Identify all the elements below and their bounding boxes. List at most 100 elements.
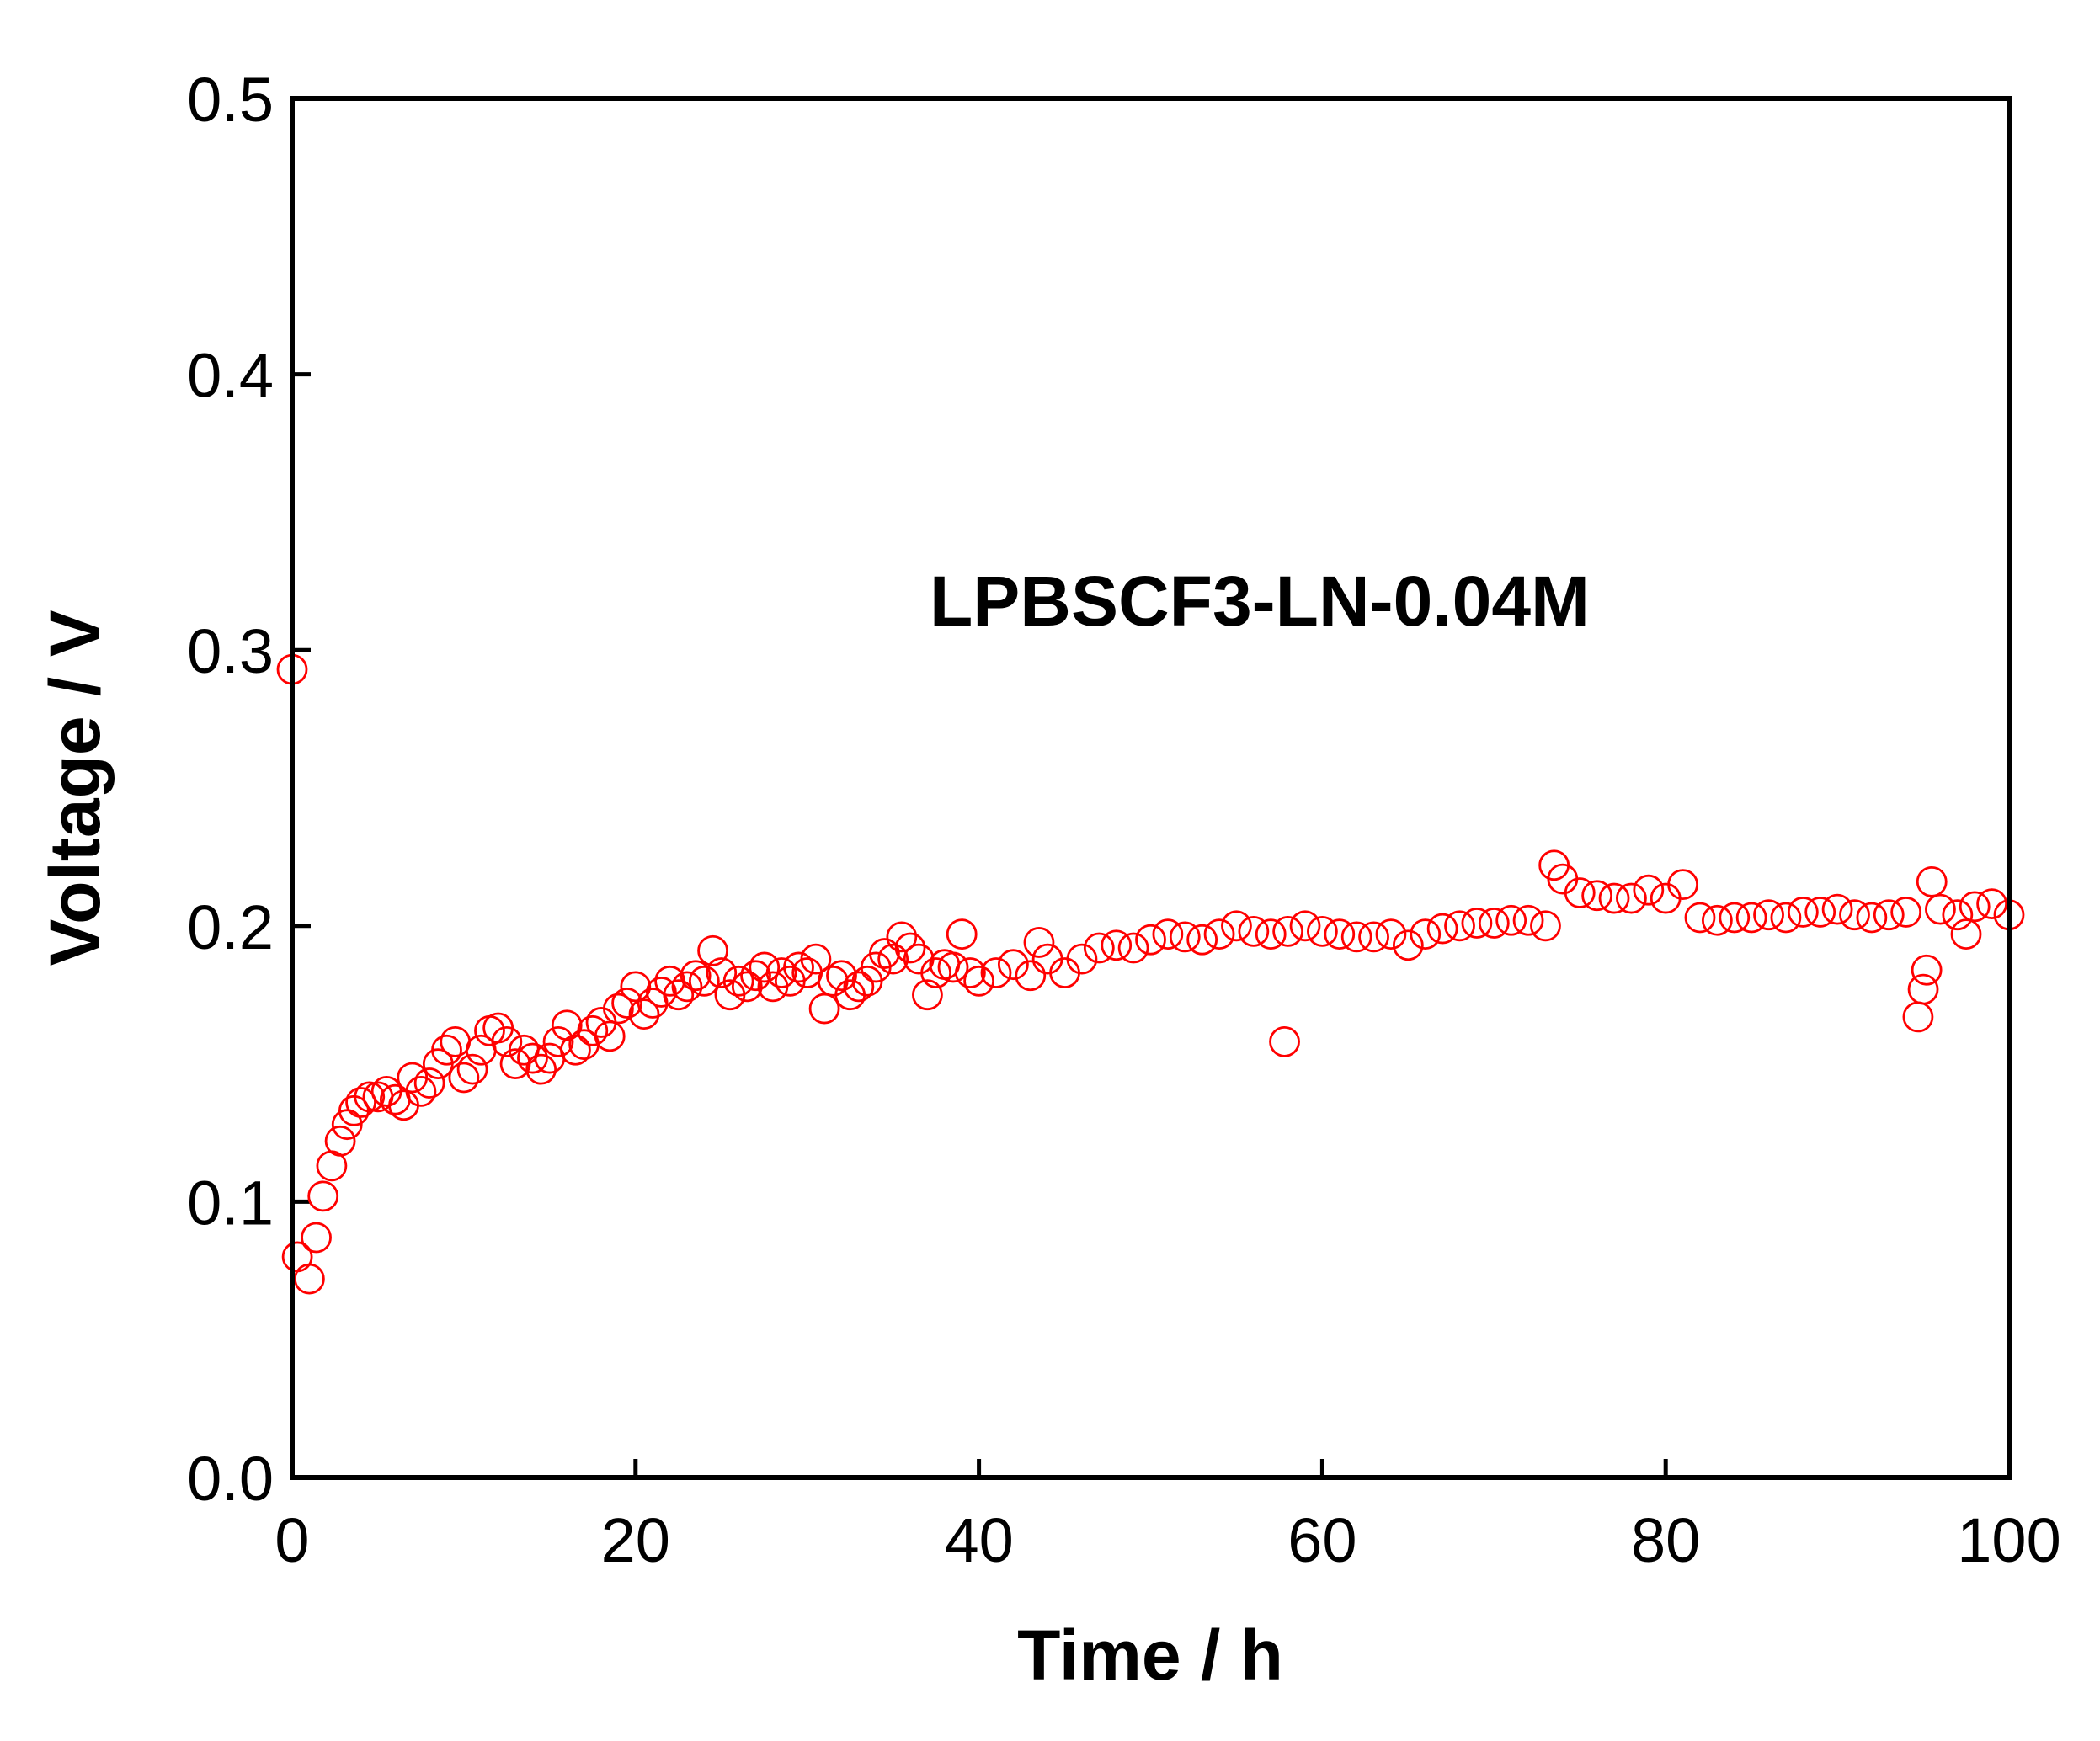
- data-point: [1719, 902, 1751, 934]
- data-point: [1787, 897, 1819, 928]
- data-point: [1340, 921, 1372, 953]
- data-point: [603, 993, 634, 1025]
- data-point: [1598, 882, 1630, 914]
- data-point: [722, 965, 754, 997]
- data-point: [1324, 918, 1356, 950]
- data-point: [1049, 957, 1080, 988]
- data-point: [1203, 918, 1235, 950]
- data-point: [749, 951, 781, 983]
- data-point: [1031, 943, 1063, 975]
- data-point: [877, 943, 909, 975]
- data-point: [354, 1081, 386, 1113]
- data-point: [1916, 865, 1948, 897]
- data-point: [331, 1109, 363, 1141]
- data-point: [886, 921, 918, 953]
- data-point: [577, 1014, 609, 1046]
- data-point: [800, 943, 832, 975]
- data-point: [301, 1222, 332, 1254]
- data-point: [1701, 904, 1733, 936]
- data-point: [817, 965, 849, 997]
- y-tick-label: 0.5: [187, 65, 274, 135]
- x-tick-label: 100: [1957, 1505, 2060, 1575]
- data-point: [920, 957, 952, 988]
- data-point: [1873, 899, 1905, 931]
- y-axis-label: Voltage / V: [35, 610, 115, 966]
- data-point: [1976, 888, 2008, 919]
- data-point: [611, 988, 643, 1019]
- plot-frame: [290, 96, 2012, 1480]
- data-point: [456, 1053, 488, 1085]
- data-point: [1375, 918, 1407, 950]
- data-point: [1911, 954, 1943, 986]
- data-point: [834, 979, 866, 1011]
- data-point: [293, 1263, 325, 1295]
- data-point: [937, 951, 969, 983]
- data-point: [307, 1180, 339, 1212]
- data-point: [440, 1025, 472, 1057]
- y-tick-label: 0.2: [187, 892, 274, 962]
- data-point: [370, 1075, 402, 1107]
- data-point: [783, 951, 814, 983]
- x-tick-label: 80: [1631, 1505, 1700, 1575]
- data-point: [1495, 904, 1527, 936]
- data-point: [1770, 902, 1802, 934]
- data-point: [1101, 929, 1133, 961]
- data-point: [1426, 913, 1458, 945]
- data-point: [491, 1025, 523, 1057]
- data-point: [1221, 910, 1252, 942]
- x-tick-label: 20: [601, 1505, 670, 1575]
- data-point: [345, 1087, 376, 1118]
- data-point: [1461, 908, 1493, 939]
- annotation: LPBSCF3-LN-0.04M: [930, 562, 1590, 641]
- data-point: [765, 957, 797, 988]
- data-point: [1358, 921, 1389, 953]
- data-point: [1633, 874, 1665, 906]
- x-tick-label: 0: [274, 1505, 309, 1575]
- data-point: [680, 960, 712, 992]
- data-point: [1907, 973, 1939, 1005]
- data-point: [697, 934, 728, 966]
- data-point: [620, 971, 652, 1003]
- data-point: [1925, 893, 1956, 925]
- data-point: [388, 1089, 419, 1121]
- data-point: [1410, 918, 1442, 950]
- data-point: [1942, 899, 1974, 931]
- data-point: [1856, 902, 1888, 934]
- data-point: [1684, 902, 1716, 934]
- data-point: [1269, 1025, 1300, 1057]
- data-point: [808, 993, 840, 1025]
- data-point: [894, 932, 926, 964]
- data-point: [1023, 927, 1055, 958]
- data-point: [448, 1062, 480, 1094]
- data-point: [1255, 918, 1287, 950]
- y-tick-label: 0.0: [187, 1444, 274, 1514]
- data-point: [1392, 929, 1424, 961]
- data-point: [405, 1075, 437, 1107]
- x-tick-label: 40: [944, 1505, 1013, 1575]
- y-tick-label: 0.4: [187, 341, 274, 411]
- data-point: [955, 957, 986, 988]
- data-point: [1152, 918, 1184, 950]
- data-point: [980, 957, 1012, 988]
- data-point: [912, 979, 943, 1011]
- data-point: [594, 1020, 626, 1052]
- data-point: [671, 971, 703, 1003]
- data-point: [1066, 943, 1098, 975]
- data-point: [663, 979, 695, 1011]
- data-point: [1753, 899, 1784, 931]
- data-point: [1959, 891, 1991, 923]
- data-point: [1272, 915, 1304, 947]
- data-point: [997, 949, 1029, 981]
- data-point: [1902, 1001, 1934, 1033]
- data-point: [1289, 910, 1321, 942]
- data-point: [1015, 960, 1047, 992]
- data-point: [645, 977, 677, 1008]
- data-point: [1804, 897, 1836, 928]
- data-point: [281, 1241, 313, 1273]
- data-point: [1821, 893, 1853, 925]
- data-point: [1512, 904, 1544, 936]
- data-point: [1650, 882, 1682, 914]
- data-point: [525, 1053, 557, 1085]
- data-point: [560, 1034, 591, 1066]
